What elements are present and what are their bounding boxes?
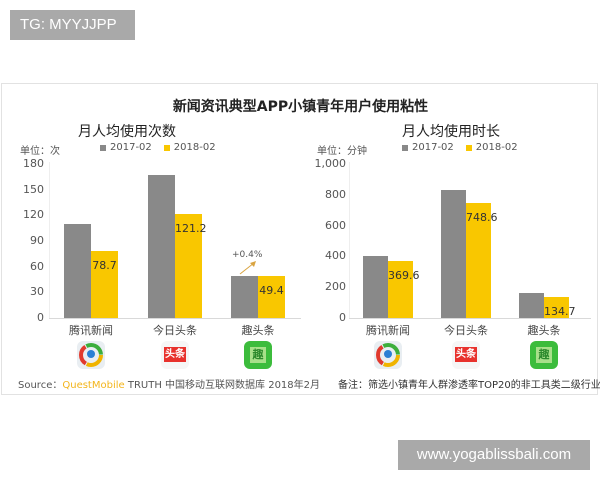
legend-label-2018: 2018-02: [173, 142, 216, 153]
toutiao-icon: 头条: [161, 341, 189, 369]
toutiao-logo-text: 头条: [455, 347, 477, 362]
y-tick-label: 120: [23, 208, 44, 222]
left-y-axis: [49, 162, 50, 318]
bar-2017-1: [148, 175, 175, 318]
y-tick-label: 60: [30, 259, 44, 273]
bar-value-label: 748.6: [466, 210, 498, 224]
y-tick-label: 200: [325, 280, 346, 294]
category-label: 趣头条: [241, 324, 275, 337]
y-tick-label: 180: [23, 157, 44, 170]
tencent-news-icon: [77, 341, 105, 369]
bar-value-label: 369.6: [388, 269, 420, 283]
right-chart-title: 月人均使用时长: [402, 124, 500, 140]
bar-2018-2: [258, 275, 285, 318]
bar-value-label: 121.2: [175, 222, 207, 236]
qutoutiao-icon: 趣: [530, 341, 558, 369]
bar-2017-2: [231, 275, 258, 318]
bar-2018-1: [466, 202, 491, 318]
bar-2018-0: [388, 261, 413, 318]
category-label: 腾讯新闻: [366, 324, 410, 337]
source-line: Source：QuestMobile TRUTH 中国移动互联网数据库 2018…: [18, 376, 320, 391]
source-prefix: Source：: [18, 380, 63, 391]
bar-value-label: 49.4: [259, 283, 284, 297]
y-tick-label: 400: [325, 249, 346, 263]
left-x-axis: [49, 318, 301, 319]
chart-panel: 新闻资讯典型APP小镇青年用户使用粘性 月人均使用次数 单位：次 2017-02…: [1, 83, 600, 395]
bar-2017-1: [441, 190, 466, 318]
footnote: 备注：筛选小镇青年人群渗透率TOP20的非工具类二级行业: [338, 380, 600, 391]
qutoutiao-logo-text: 趣: [536, 347, 552, 363]
right-legend: 2017-02 2018-02: [402, 142, 518, 153]
watermark-bottom-right: www.yogablissbali.com: [398, 440, 590, 470]
bar-value-label: 134.7: [544, 305, 576, 319]
tencent-news-icon: [374, 341, 402, 369]
right-unit-label: 单位：分钟: [317, 146, 367, 157]
category-label: 今日头条: [153, 324, 197, 337]
y-tick-label: 0: [37, 311, 44, 324]
legend-swatch-2017: [402, 144, 408, 151]
left-legend: 2017-02 2018-02: [100, 142, 216, 153]
category-label: 趣头条: [527, 324, 561, 337]
left-unit-label: 单位：次: [20, 146, 60, 157]
legend-swatch-2018: [163, 144, 170, 151]
toutiao-icon: 头条: [452, 341, 480, 369]
y-tick-label: 1,000: [314, 157, 347, 170]
growth-arrow-icon: [239, 261, 256, 275]
bar-2018-1: [175, 214, 202, 318]
legend-label-2018: 2018-02: [475, 142, 518, 153]
growth-annotation: +0.4%: [232, 250, 263, 260]
legend-label-2017: 2017-02: [412, 142, 454, 153]
bar-2017-0: [363, 256, 388, 318]
right-y-axis: [349, 162, 350, 318]
y-tick-label: 800: [325, 187, 346, 201]
bar-2018-0: [91, 250, 118, 318]
y-tick-label: 30: [30, 285, 44, 299]
category-label: 腾讯新闻: [69, 324, 113, 337]
bar-2017-0: [64, 223, 91, 318]
bar-2017-2: [519, 293, 544, 318]
legend-label-2017: 2017-02: [110, 142, 152, 153]
left-chart-title: 月人均使用次数: [78, 124, 176, 140]
watermark-top-left: TG: MYYJJPP: [10, 10, 135, 40]
source-rest: TRUTH 中国移动互联网数据库 2018年2月: [127, 380, 321, 391]
source-brand: QuestMobile: [62, 380, 125, 391]
y-tick-label: 90: [30, 234, 44, 247]
category-label: 今日头条: [444, 324, 488, 337]
toutiao-logo-text: 头条: [164, 347, 186, 362]
qutoutiao-logo-text: 趣: [250, 347, 266, 363]
qutoutiao-icon: 趣: [244, 341, 272, 369]
y-tick-label: 600: [325, 218, 346, 232]
bar-2018-2: [544, 297, 569, 318]
bar-value-label: 78.7: [92, 258, 117, 272]
main-title: 新闻资讯典型APP小镇青年用户使用粘性: [172, 99, 429, 115]
y-tick-label: 0: [339, 311, 346, 324]
legend-swatch-2017: [100, 144, 106, 151]
right-x-axis: [349, 318, 591, 319]
y-tick-label: 150: [23, 182, 44, 196]
legend-swatch-2018: [465, 144, 472, 151]
